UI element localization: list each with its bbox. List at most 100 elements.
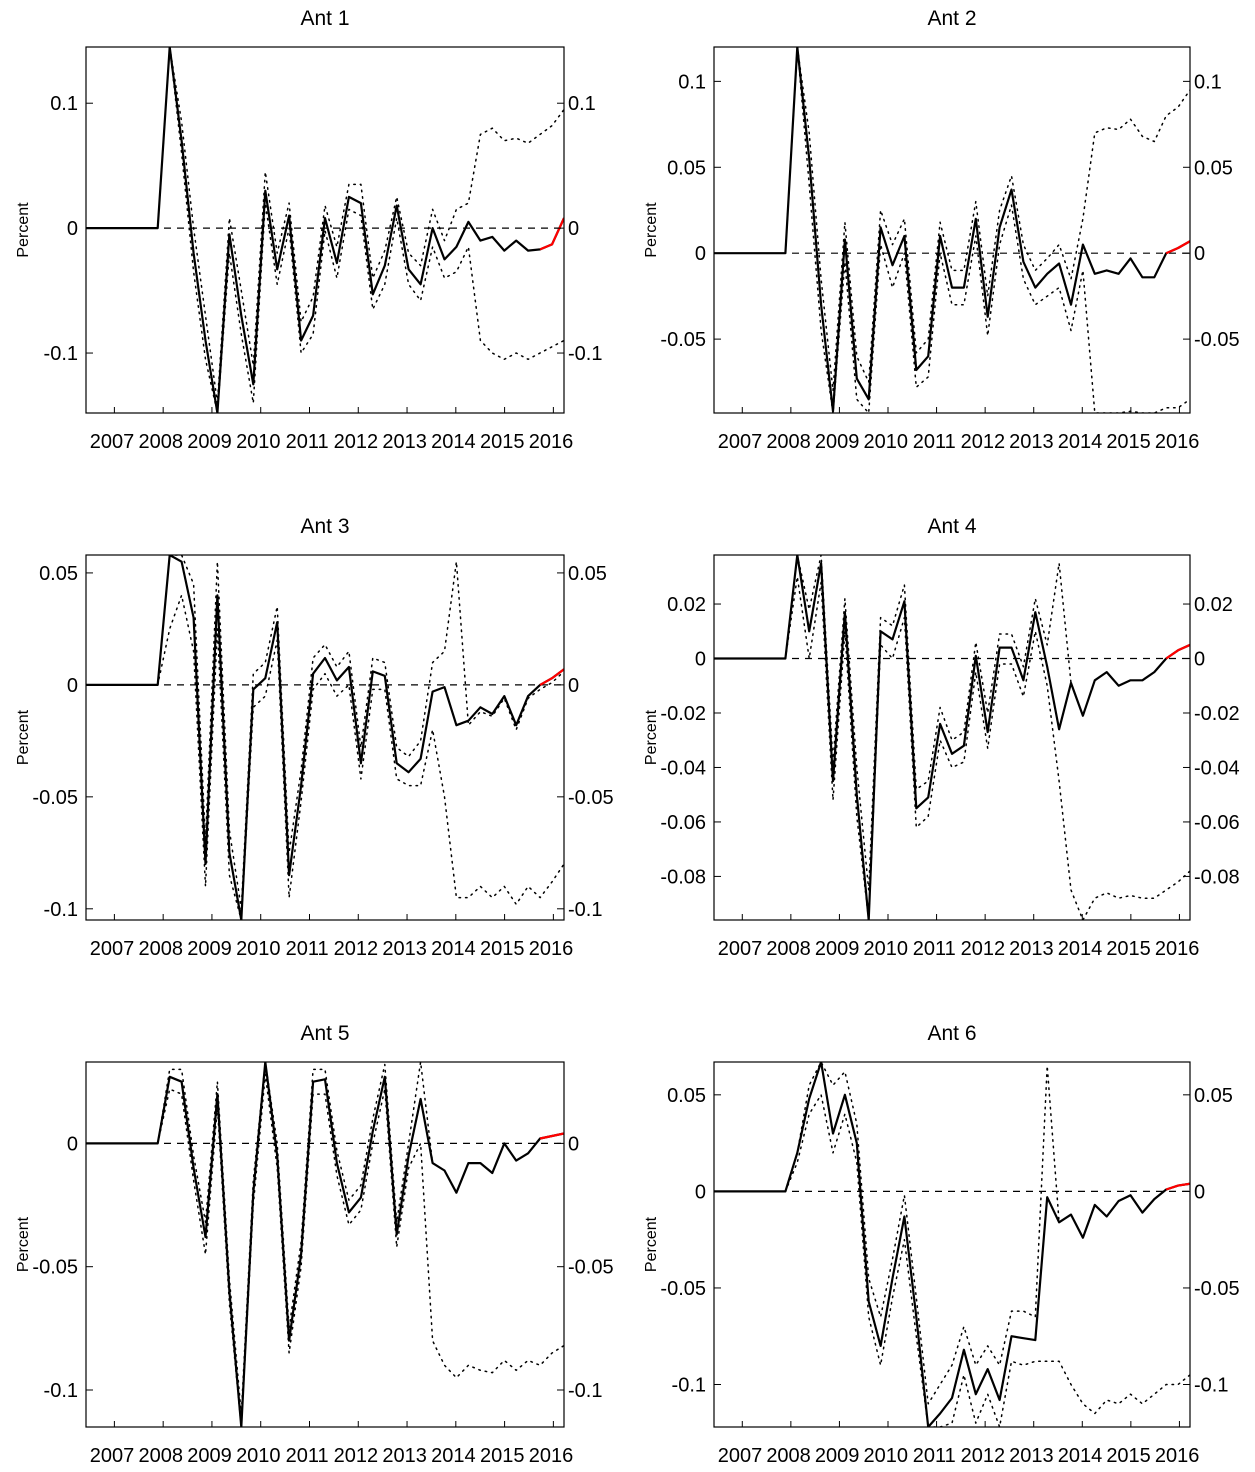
x-tick-label: 2015: [480, 431, 525, 453]
x-tick-label: 2008: [766, 938, 811, 960]
y-tick-label-left: 0: [695, 1181, 706, 1203]
plot-frame: [85, 46, 565, 414]
x-tick-label: 2012: [961, 938, 1006, 960]
y-tick-label-left: 0: [695, 243, 706, 265]
x-tick-label: 2008: [139, 431, 184, 453]
y-tick-label-right: 0.1: [568, 93, 596, 115]
y-tick-label-left: -0.1: [672, 1375, 706, 1397]
y-tick-label-left: 0.02: [667, 594, 706, 616]
y-tick-label-right: 0: [568, 1133, 579, 1155]
x-tick-label: 2009: [815, 938, 860, 960]
plot-area: [86, 1062, 564, 1427]
x-tick-label: 2014: [1058, 431, 1103, 453]
y-tick-label-right: -0.1: [1194, 1375, 1228, 1397]
upper-band-line: [714, 555, 1190, 891]
subplot-4: Ant 4 Percent -0.08 -0.08 -0.06 -0.06 -0.04 -0.…: [643, 515, 1240, 960]
x-tick-label: 2008: [139, 1445, 184, 1467]
x-tick-label: 2007: [718, 431, 763, 453]
x-tick-label: 2016: [529, 1445, 574, 1467]
x-tick-label: 2015: [1106, 938, 1151, 960]
y-tick-label-right: -0.05: [568, 1257, 614, 1279]
chart-title: Ant 6: [927, 1022, 976, 1045]
estimate-highlight-segment: [539, 217, 564, 251]
x-tick-label: 2014: [1058, 938, 1103, 960]
x-tick-label: 2012: [334, 938, 379, 960]
x-tick-label: 2009: [815, 1445, 860, 1467]
y-tick-label-left: 0: [67, 218, 78, 240]
x-tick-label: 2013: [382, 938, 427, 960]
y-tick-label-left: -0.02: [660, 703, 706, 725]
y-tick-label-left: -0.1: [44, 343, 78, 365]
x-tick-label: 2015: [480, 1445, 525, 1467]
x-tick-label: 2011: [913, 431, 956, 453]
lower-band-line: [714, 576, 1190, 920]
subplot-1: Ant 1 Percent -0.1 -0.1 0 0 0.1 0.1 2007 2008 2009…: [15, 7, 602, 453]
x-tick-label: 2009: [187, 938, 232, 960]
y-tick-label-right: -0.02: [1194, 703, 1240, 725]
y-tick-label-right: 0.05: [1194, 157, 1233, 179]
estimate-highlight-segment: [539, 668, 564, 686]
plot-frame: [85, 1061, 565, 1428]
plot-area: [86, 555, 564, 920]
y-tick-label-right: 0: [1194, 649, 1205, 671]
x-tick-label: 2012: [334, 1445, 379, 1467]
chart-title: Ant 3: [300, 515, 349, 538]
y-tick-label-right: -0.05: [1194, 329, 1240, 351]
x-tick-label: 2009: [187, 431, 232, 453]
x-tick-label: 2012: [334, 431, 379, 453]
upper-band-line: [714, 47, 1190, 392]
y-tick-label-right: 0.05: [568, 563, 607, 585]
y-tick-label-right: -0.05: [1194, 1278, 1240, 1300]
upper-band-line: [86, 555, 564, 910]
y-tick-label-right: 0: [568, 675, 579, 697]
x-tick-label: 2008: [766, 431, 811, 453]
x-tick-label: 2007: [718, 938, 763, 960]
x-tick-label: 2009: [187, 1445, 232, 1467]
x-tick-label: 2011: [913, 1445, 956, 1467]
y-tick-label-right: -0.06: [1194, 812, 1240, 834]
y-tick-label-right: -0.08: [1194, 866, 1240, 888]
lower-band-line: [86, 47, 564, 413]
estimate-highlight-segment: [539, 1132, 564, 1140]
plot-area: [714, 47, 1190, 413]
x-tick-label: 2011: [286, 938, 329, 960]
upper-band-line: [714, 1062, 1190, 1405]
y-tick-label-left: 0.05: [39, 563, 78, 585]
x-tick-label: 2010: [236, 938, 281, 960]
x-tick-label: 2015: [480, 938, 525, 960]
x-tick-label: 2012: [961, 431, 1006, 453]
y-tick-label-left: 0.05: [667, 1085, 706, 1107]
x-tick-label: 2014: [1058, 1445, 1103, 1467]
plot-frame: [713, 46, 1191, 414]
y-tick-label-left: -0.08: [660, 866, 706, 888]
y-tick-label-left: -0.1: [44, 1380, 78, 1402]
x-tick-label: 2013: [1009, 1445, 1054, 1467]
x-tick-label: 2012: [961, 1445, 1006, 1467]
x-tick-label: 2007: [718, 1445, 763, 1467]
plot-frame: [713, 554, 1191, 921]
x-tick-label: 2015: [1106, 1445, 1151, 1467]
chart-title: Ant 2: [927, 7, 976, 30]
y-tick-label-left: 0.1: [678, 71, 706, 93]
chart-title: Ant 1: [300, 7, 349, 30]
x-tick-label: 2016: [529, 431, 574, 453]
y-tick-label-left: 0.05: [667, 157, 706, 179]
y-tick-label-left: -0.06: [660, 812, 706, 834]
y-axis-label: Percent: [643, 202, 660, 258]
plot-area: [714, 1062, 1190, 1427]
x-tick-label: 2008: [139, 938, 184, 960]
x-tick-label: 2013: [1009, 431, 1054, 453]
x-tick-label: 2013: [382, 431, 427, 453]
upper-band-line: [86, 1062, 564, 1416]
y-tick-label-right: 0: [568, 218, 579, 240]
subplot-5: Ant 5 Percent -0.1 -0.1 -0.05 -0.05 0 0 2007 2008…: [15, 1022, 614, 1467]
chart-title: Ant 5: [300, 1022, 349, 1045]
x-tick-label: 2011: [913, 938, 956, 960]
estimate-line: [714, 47, 1190, 413]
x-tick-label: 2007: [90, 938, 135, 960]
y-tick-label-left: 0.1: [50, 93, 78, 115]
y-tick-label-left: 0: [67, 1133, 78, 1155]
y-tick-label-right: -0.1: [568, 343, 602, 365]
x-tick-label: 2015: [1106, 431, 1151, 453]
